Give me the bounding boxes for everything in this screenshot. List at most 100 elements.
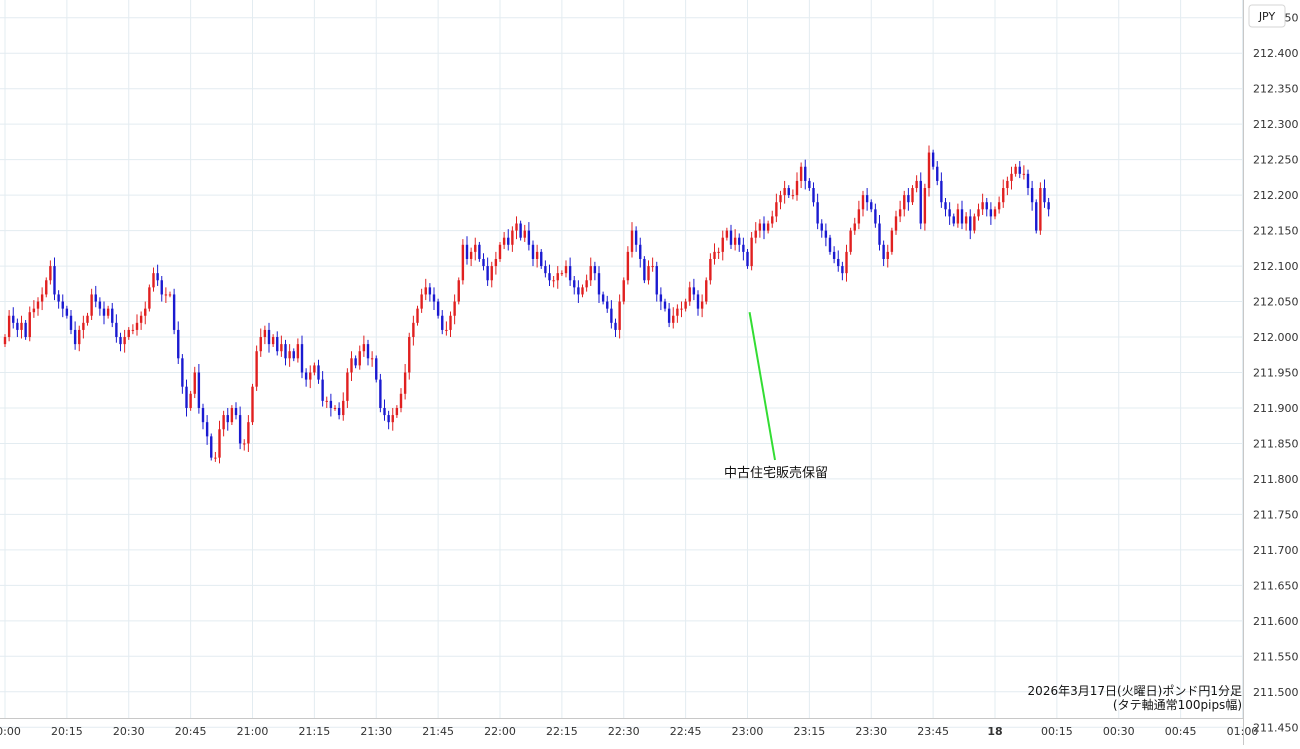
- candle: [738, 233, 741, 252]
- candle: [127, 327, 130, 340]
- candle-body: [284, 344, 287, 359]
- candle-body: [1018, 166, 1021, 174]
- candle: [271, 334, 275, 347]
- candle-body: [370, 358, 374, 360]
- currency-label-box[interactable]: [1248, 4, 1286, 28]
- candle-body: [160, 280, 163, 295]
- candle-body: [255, 351, 258, 387]
- candle-body: [412, 322, 415, 338]
- candle-body: [24, 322, 27, 338]
- candle: [7, 310, 11, 342]
- candle: [69, 310, 73, 335]
- candle: [948, 202, 951, 225]
- candle: [696, 290, 700, 316]
- candle-body: [791, 195, 795, 197]
- candle-body: [754, 230, 757, 238]
- candle: [969, 209, 972, 240]
- time-tick-label: 20:15: [51, 725, 83, 738]
- candle-body: [243, 443, 246, 445]
- candle: [676, 304, 679, 323]
- candle: [230, 405, 234, 426]
- candle: [981, 193, 984, 215]
- candle-body: [131, 329, 135, 331]
- candle-body: [416, 308, 419, 323]
- price-tick-label: 212.400: [1253, 47, 1299, 60]
- candle: [156, 264, 159, 286]
- candle: [139, 311, 143, 330]
- candle-body: [181, 358, 184, 387]
- candle: [560, 270, 564, 277]
- candle: [659, 287, 663, 311]
- candle: [667, 302, 671, 328]
- candle-body: [280, 344, 283, 352]
- candle: [453, 294, 456, 325]
- annotation-pointer-line: [748, 312, 776, 461]
- candle: [403, 363, 407, 400]
- candle-body: [342, 400, 345, 416]
- candle: [952, 213, 955, 227]
- candle-body: [911, 188, 914, 203]
- candle-body: [251, 386, 254, 423]
- candle-body: [267, 329, 271, 345]
- candle: [758, 219, 762, 238]
- candle-body: [560, 273, 564, 275]
- candle-body: [152, 273, 155, 288]
- candle: [766, 220, 770, 234]
- candle: [886, 244, 889, 268]
- candle-body: [461, 244, 465, 281]
- candle-body: [218, 429, 221, 458]
- candle: [354, 355, 357, 369]
- candle-body: [837, 258, 840, 267]
- currency-label: JPY: [1258, 10, 1276, 23]
- candle: [185, 379, 188, 417]
- candle: [482, 253, 485, 271]
- candle-body: [358, 351, 361, 366]
- candle: [383, 399, 386, 421]
- candle: [544, 260, 547, 278]
- candle: [845, 244, 848, 282]
- candle-body: [795, 180, 799, 196]
- candle-body: [57, 294, 60, 302]
- candle-body: [548, 273, 551, 281]
- time-tick-label: 20:00: [0, 725, 21, 738]
- candle: [428, 283, 432, 302]
- candle-body: [692, 287, 696, 295]
- candle-body: [7, 315, 11, 338]
- candle-body: [502, 237, 506, 245]
- candle: [692, 278, 696, 301]
- candle: [684, 298, 687, 312]
- candle-body: [672, 315, 675, 323]
- candle-body: [1010, 173, 1013, 181]
- candle: [350, 351, 353, 382]
- candle: [626, 246, 630, 285]
- candle-body: [61, 301, 64, 309]
- candle: [408, 332, 411, 380]
- price-tick-label: 212.050: [1253, 296, 1299, 309]
- price-tick-label: 211.700: [1253, 544, 1299, 557]
- candle: [870, 199, 873, 213]
- candle-body: [445, 329, 448, 331]
- candle-body: [296, 344, 300, 359]
- candle-body: [601, 294, 605, 302]
- candle-body: [486, 266, 489, 281]
- candle-body: [733, 237, 737, 245]
- candle-body: [865, 195, 869, 203]
- candle-body: [73, 329, 77, 345]
- candle-body: [119, 337, 122, 345]
- candle-body: [428, 287, 432, 295]
- candle: [304, 368, 308, 387]
- candle-body: [630, 230, 634, 252]
- candle: [61, 294, 64, 318]
- price-tick-label: 211.650: [1253, 579, 1299, 592]
- candle-body: [515, 223, 518, 231]
- candle: [148, 284, 151, 312]
- candle: [135, 314, 139, 336]
- candle: [123, 329, 126, 353]
- candle-body: [626, 251, 630, 281]
- candle-body: [705, 280, 708, 302]
- candle: [725, 227, 729, 241]
- candle: [152, 267, 155, 292]
- candle: [111, 302, 114, 328]
- candle: [461, 239, 465, 285]
